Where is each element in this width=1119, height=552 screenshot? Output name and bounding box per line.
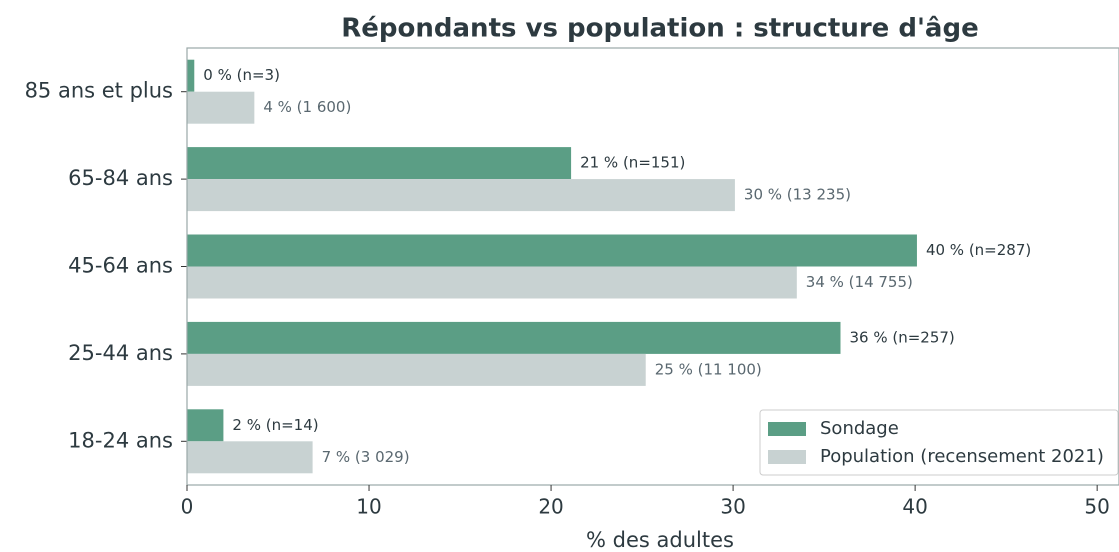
y-tick-label: 65-84 ans [68,166,173,190]
value-label: 34 % (14 755) [806,273,913,291]
legend-swatch [768,450,806,464]
y-tick-label: 45-64 ans [68,254,173,278]
axes-frame [186,47,1119,486]
x-tick-label: 10 [356,495,381,519]
x-tick-label: 0 [181,495,194,519]
y-tick-label: 18-24 ans [68,428,173,452]
value-label: 0 % (n=3) [203,66,280,84]
chart-title: Répondants vs population : structure d'â… [341,14,978,44]
value-label: 21 % (n=151) [580,154,685,172]
value-label: 40 % (n=287) [926,241,1031,259]
bar [187,179,735,212]
x-tick-label: 50 [1084,495,1109,519]
value-label: 30 % (13 235) [744,186,851,204]
value-label: 25 % (11 100) [655,360,762,378]
bar [187,353,646,386]
value-label: 4 % (1 600) [263,98,351,116]
bar [187,59,195,92]
bar [187,147,572,180]
legend-label: Population (recensement 2021) [820,446,1104,467]
y-tick-label: 85 ans et plus [25,79,173,103]
bar [187,91,255,124]
legend-swatch [768,422,806,436]
x-tick-label: 30 [720,495,745,519]
y-tick-label: 25-44 ans [68,341,173,365]
x-tick-label: 40 [902,495,927,519]
bar [187,441,313,474]
value-label: 2 % (n=14) [232,416,318,434]
bar [187,266,797,299]
value-label: 36 % (n=257) [849,328,954,346]
bar [187,321,841,354]
legend-label: Sondage [820,418,899,439]
x-axis-label: % des adultes [586,528,734,552]
value-label: 7 % (3 029) [322,448,410,466]
legend-box [759,409,1119,476]
x-tick-label: 20 [538,495,563,519]
bar [187,234,917,267]
bar [187,409,224,442]
